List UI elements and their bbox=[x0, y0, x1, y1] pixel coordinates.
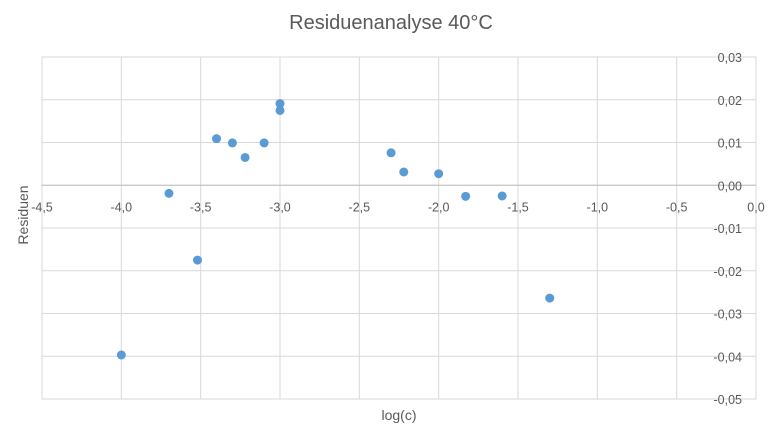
data-point bbox=[227, 138, 237, 148]
x-tick-label: -2,0 bbox=[428, 200, 450, 214]
x-tick-label: -1,0 bbox=[587, 200, 609, 214]
data-points bbox=[116, 99, 555, 360]
y-tick-label: -0,04 bbox=[714, 350, 743, 364]
y-axis-title: Residuen bbox=[15, 185, 31, 244]
data-point bbox=[259, 138, 269, 148]
y-tick-label: 0,00 bbox=[718, 179, 742, 193]
data-point bbox=[545, 293, 555, 303]
y-tick-label: -0,01 bbox=[714, 222, 743, 236]
x-tick-label: -1,5 bbox=[507, 200, 529, 214]
x-tick-label: -0,5 bbox=[666, 200, 688, 214]
data-point bbox=[164, 188, 174, 198]
y-gridlines bbox=[42, 56, 756, 400]
x-tick-label: -2,5 bbox=[349, 200, 371, 214]
data-point bbox=[116, 350, 126, 360]
chart-title: Residuenanalyse 40°C bbox=[289, 12, 493, 34]
x-tick-label: 0,0 bbox=[747, 200, 764, 214]
x-tick-labels: -4,5 -4,0 -3,5 -3,0 -2,5 -2,0 -1,5 -1,0 -0,5 0,0 bbox=[31, 200, 765, 214]
data-point bbox=[497, 191, 507, 201]
y-tick-label: -0,05 bbox=[714, 393, 743, 407]
x-tick-label: -3,0 bbox=[269, 200, 291, 214]
y-tick-label: -0,03 bbox=[714, 308, 743, 322]
data-point bbox=[240, 152, 250, 162]
x-tick-label: -4,5 bbox=[31, 200, 53, 214]
y-tick-label: 0,02 bbox=[718, 94, 742, 108]
x-tick-label: -4,0 bbox=[111, 200, 133, 214]
y-tick-label: -0,02 bbox=[714, 265, 743, 279]
data-point bbox=[275, 99, 285, 109]
data-point bbox=[461, 191, 471, 201]
y-tick-label: 0,03 bbox=[718, 51, 742, 65]
data-point bbox=[212, 134, 222, 144]
x-axis-title: log(c) bbox=[381, 407, 416, 423]
y-tick-label: 0,01 bbox=[718, 137, 742, 151]
y-tick-labels: 0,03 0,02 0,01 0,00 -0,01 -0,02 -0,03 -0,04 -0,0… bbox=[714, 51, 743, 407]
data-point bbox=[434, 169, 444, 179]
data-point bbox=[192, 255, 202, 265]
data-point bbox=[399, 167, 409, 177]
x-tick-label: -3,5 bbox=[190, 200, 212, 214]
data-point bbox=[275, 105, 285, 115]
data-point bbox=[386, 148, 396, 158]
